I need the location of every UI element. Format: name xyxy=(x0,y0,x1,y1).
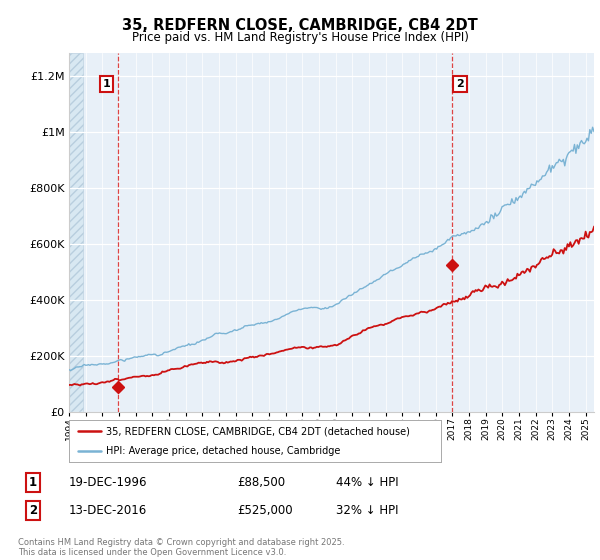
Text: Contains HM Land Registry data © Crown copyright and database right 2025.
This d: Contains HM Land Registry data © Crown c… xyxy=(18,538,344,557)
Text: 1: 1 xyxy=(29,476,37,489)
Text: 32% ↓ HPI: 32% ↓ HPI xyxy=(336,504,398,517)
Text: £525,000: £525,000 xyxy=(237,504,293,517)
Text: £88,500: £88,500 xyxy=(237,476,285,489)
Bar xyxy=(69,53,83,412)
Text: Price paid vs. HM Land Registry's House Price Index (HPI): Price paid vs. HM Land Registry's House … xyxy=(131,31,469,44)
Text: 35, REDFERN CLOSE, CAMBRIDGE, CB4 2DT (detached house): 35, REDFERN CLOSE, CAMBRIDGE, CB4 2DT (d… xyxy=(106,426,410,436)
Text: 44% ↓ HPI: 44% ↓ HPI xyxy=(336,476,398,489)
Text: HPI: Average price, detached house, Cambridge: HPI: Average price, detached house, Camb… xyxy=(106,446,341,456)
Text: 2: 2 xyxy=(29,504,37,517)
Text: 19-DEC-1996: 19-DEC-1996 xyxy=(69,476,148,489)
Text: 2: 2 xyxy=(456,79,464,89)
Text: 35, REDFERN CLOSE, CAMBRIDGE, CB4 2DT: 35, REDFERN CLOSE, CAMBRIDGE, CB4 2DT xyxy=(122,18,478,34)
Text: 1: 1 xyxy=(103,79,110,89)
Text: 13-DEC-2016: 13-DEC-2016 xyxy=(69,504,147,517)
